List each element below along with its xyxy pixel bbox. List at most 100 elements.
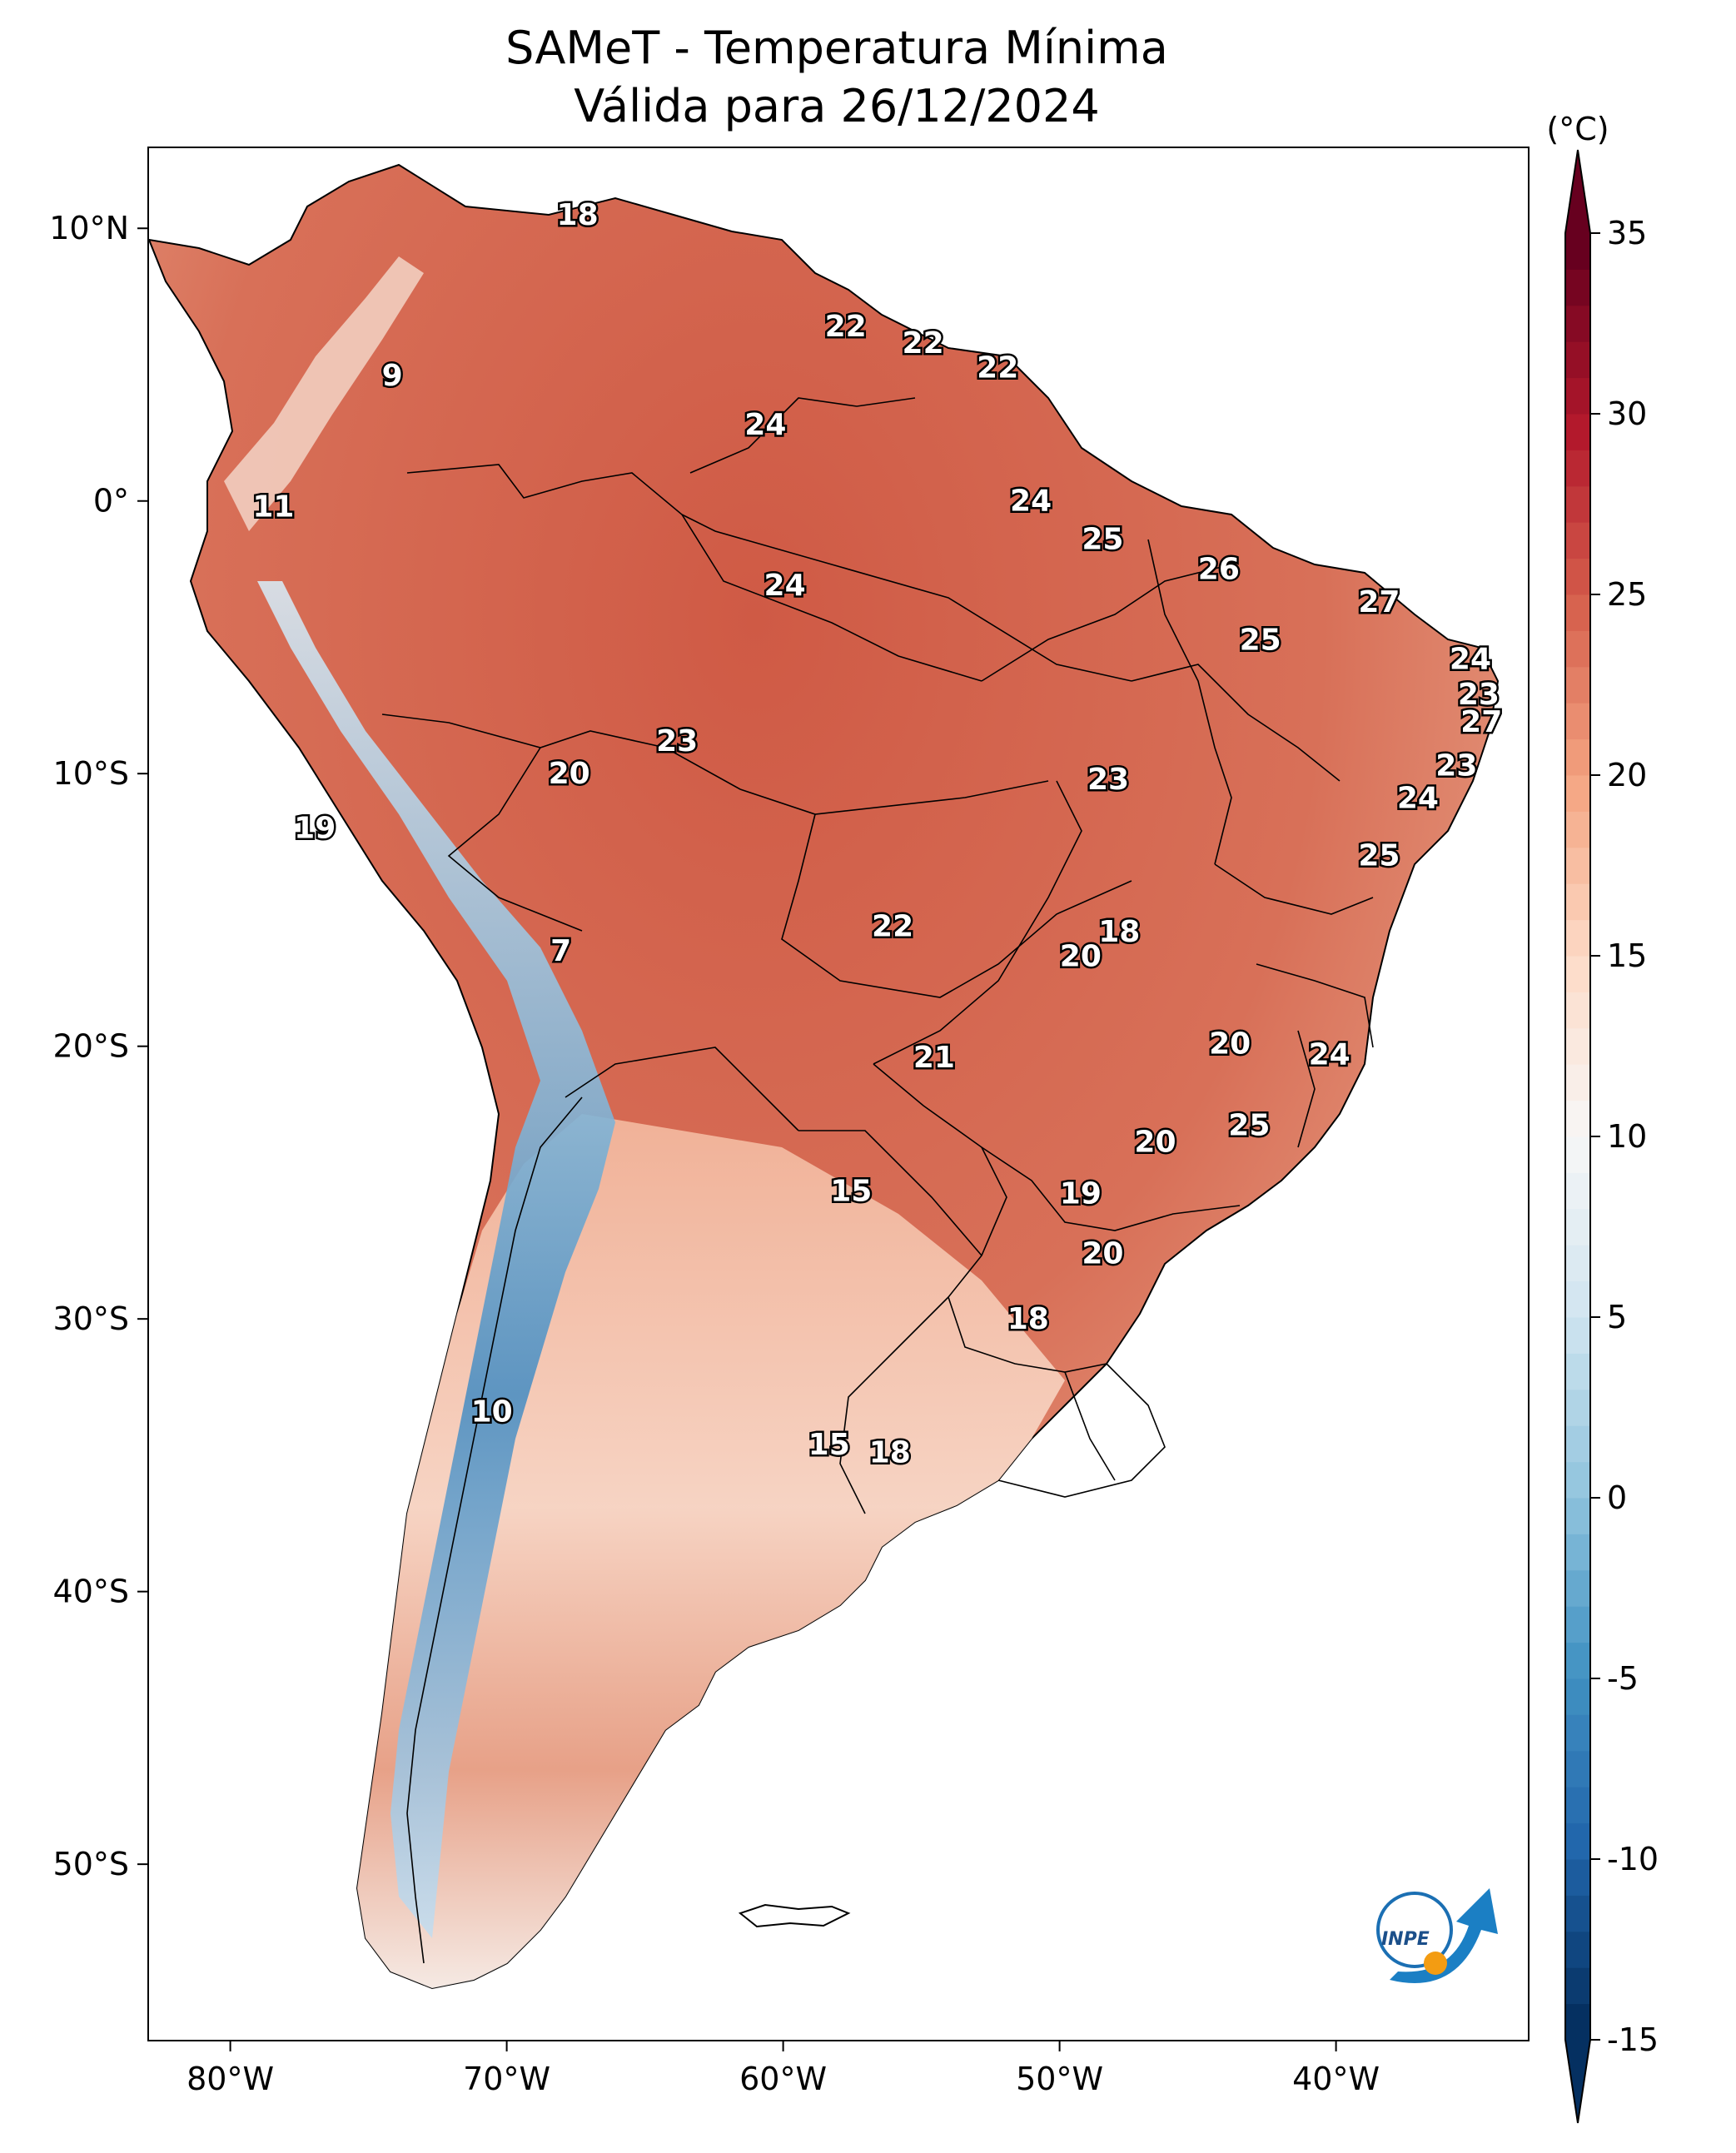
colorbar-segment bbox=[1565, 1859, 1590, 1896]
colorbar-segment bbox=[1565, 1461, 1590, 1499]
station-value-label: 21 bbox=[913, 1041, 955, 1075]
colorbar-segment bbox=[1565, 1027, 1590, 1065]
station-value-label: 24 bbox=[1450, 643, 1491, 677]
station-value-label: 22 bbox=[825, 310, 867, 344]
colorbar-segment bbox=[1565, 666, 1590, 704]
colorbar-segment bbox=[1565, 956, 1590, 992]
station-value-label: 23 bbox=[1458, 678, 1500, 712]
map-subtitle: Válida para 26/12/2024 bbox=[574, 80, 1100, 132]
station-value-label: 25 bbox=[1358, 838, 1400, 873]
colorbar-tick-label: 5 bbox=[1607, 1299, 1627, 1335]
station-value-label: 22 bbox=[977, 351, 1018, 385]
station-value-label: 19 bbox=[294, 812, 336, 846]
station-value-label: 25 bbox=[1082, 523, 1123, 557]
colorbar-segment bbox=[1565, 1425, 1590, 1463]
colorbar-segment bbox=[1565, 1245, 1590, 1282]
station-value-label: 10 bbox=[471, 1395, 513, 1430]
colorbar-segment bbox=[1565, 1389, 1590, 1426]
colorbar-segment bbox=[1565, 1100, 1590, 1137]
station-value-label: 26 bbox=[1198, 553, 1240, 587]
colorbar-segment bbox=[1565, 738, 1590, 776]
lat-tick-label: 30°S bbox=[53, 1300, 129, 1337]
colorbar-segment bbox=[1565, 1280, 1590, 1318]
station-value-label: 23 bbox=[1435, 748, 1477, 783]
colorbar-segment bbox=[1565, 811, 1590, 848]
station-value-label: 20 bbox=[1082, 1237, 1123, 1271]
colorbar-segment bbox=[1565, 233, 1590, 270]
lat-tick-label: 20°S bbox=[53, 1028, 129, 1065]
colorbar-segment bbox=[1565, 1317, 1590, 1354]
colorbar-segment bbox=[1565, 377, 1590, 415]
colorbar-segment bbox=[1565, 1353, 1590, 1390]
colorbar-tick-label: 15 bbox=[1607, 937, 1647, 974]
station-value-label: 27 bbox=[1460, 705, 1502, 739]
station-value-label: 18 bbox=[1098, 915, 1140, 949]
colorbar-tick-label: 35 bbox=[1607, 215, 1647, 251]
station-value-label: 24 bbox=[764, 569, 806, 603]
station-value-label: 22 bbox=[872, 910, 913, 944]
station-value-label: 24 bbox=[744, 408, 786, 442]
continent-shape bbox=[149, 163, 1500, 1990]
colorbar-segment bbox=[1565, 1678, 1590, 1715]
colorbar-tick-label: 0 bbox=[1607, 1479, 1627, 1516]
station-value-label: 9 bbox=[382, 359, 403, 393]
station-value-label: 20 bbox=[1060, 940, 1102, 974]
lat-tick-label: 0° bbox=[93, 483, 129, 520]
colorbar-segment bbox=[1565, 1064, 1590, 1101]
colorbar-segment bbox=[1565, 594, 1590, 631]
colorbar-segment bbox=[1565, 305, 1590, 342]
lon-tick-label: 40°W bbox=[1292, 2061, 1380, 2097]
colorbar-segment bbox=[1565, 1172, 1590, 1210]
colorbar-segment bbox=[1565, 1822, 1590, 1860]
colorbar-segment bbox=[1565, 341, 1590, 379]
colorbar-outline bbox=[1564, 149, 1591, 2124]
colorbar-segment bbox=[1565, 1895, 1590, 1932]
station-value-label: 27 bbox=[1358, 585, 1400, 619]
colorbar-tick-label: 10 bbox=[1607, 1118, 1647, 1155]
inpe-logo: INPE bbox=[1376, 1888, 1498, 1983]
colorbar-tick-label: -15 bbox=[1607, 2021, 1659, 2058]
colorbar-segment bbox=[1565, 522, 1590, 559]
latitude-ticks: 10°N 0° 10°S 20°S 30°S 40°S 50°S bbox=[49, 210, 147, 1882]
colorbar-segment bbox=[1565, 630, 1590, 668]
lon-tick-label: 50°W bbox=[1016, 2061, 1103, 2097]
colorbar-segment bbox=[1565, 1967, 1590, 2005]
colorbar-segment bbox=[1565, 485, 1590, 523]
lon-tick-label: 70°W bbox=[463, 2061, 550, 2097]
station-value-label: 18 bbox=[1007, 1302, 1049, 1336]
map-area[interactable]: INPE 18 22 22 22 9 24 11 24 25 24 26 27 25 24 23 27 23 23… bbox=[147, 147, 1530, 2041]
colombia-highlands bbox=[224, 256, 424, 531]
falkland-islands bbox=[738, 1903, 851, 1928]
station-value-label: 23 bbox=[656, 724, 698, 758]
colorbar-segment bbox=[1565, 558, 1590, 595]
colorbar-segment bbox=[1565, 775, 1590, 812]
colorbar-segment bbox=[1565, 1534, 1590, 1571]
colorbar-segment bbox=[1565, 1750, 1590, 1788]
colorbar-tick-label: 20 bbox=[1607, 757, 1647, 793]
lon-tick-label: 60°W bbox=[739, 2061, 827, 2097]
colorbar-segment bbox=[1565, 919, 1590, 957]
colorbar-tick-label: -5 bbox=[1607, 1660, 1639, 1697]
station-value-label: 18 bbox=[557, 198, 599, 232]
colorbar-segment bbox=[1565, 1787, 1590, 1824]
lat-tick-label: 40°S bbox=[53, 1574, 129, 1610]
station-value-label: 22 bbox=[903, 326, 944, 360]
colorbar-segment bbox=[1565, 1714, 1590, 1752]
longitude-ticks: 80°W 70°W 60°W 50°W 40°W bbox=[187, 2041, 1380, 2097]
map-title: SAMeT - Temperatura Mínima bbox=[505, 22, 1168, 74]
station-value-label: 20 bbox=[549, 757, 590, 791]
station-value-label: 7 bbox=[550, 934, 571, 968]
colorbar-segment bbox=[1565, 2003, 1590, 2041]
colorbar-segment bbox=[1565, 847, 1590, 884]
colorbar-tick-label: 25 bbox=[1607, 576, 1647, 613]
lat-tick-label: 10°S bbox=[53, 755, 129, 792]
station-value-label: 25 bbox=[1228, 1109, 1270, 1143]
colorbar-segment bbox=[1565, 1208, 1590, 1246]
station-value-label: 24 bbox=[1309, 1038, 1350, 1072]
station-value-label: 15 bbox=[808, 1428, 850, 1462]
colorbar-segment bbox=[1565, 414, 1590, 450]
lat-tick-label: 10°N bbox=[49, 210, 129, 246]
svg-text:INPE: INPE bbox=[1381, 1929, 1430, 1950]
